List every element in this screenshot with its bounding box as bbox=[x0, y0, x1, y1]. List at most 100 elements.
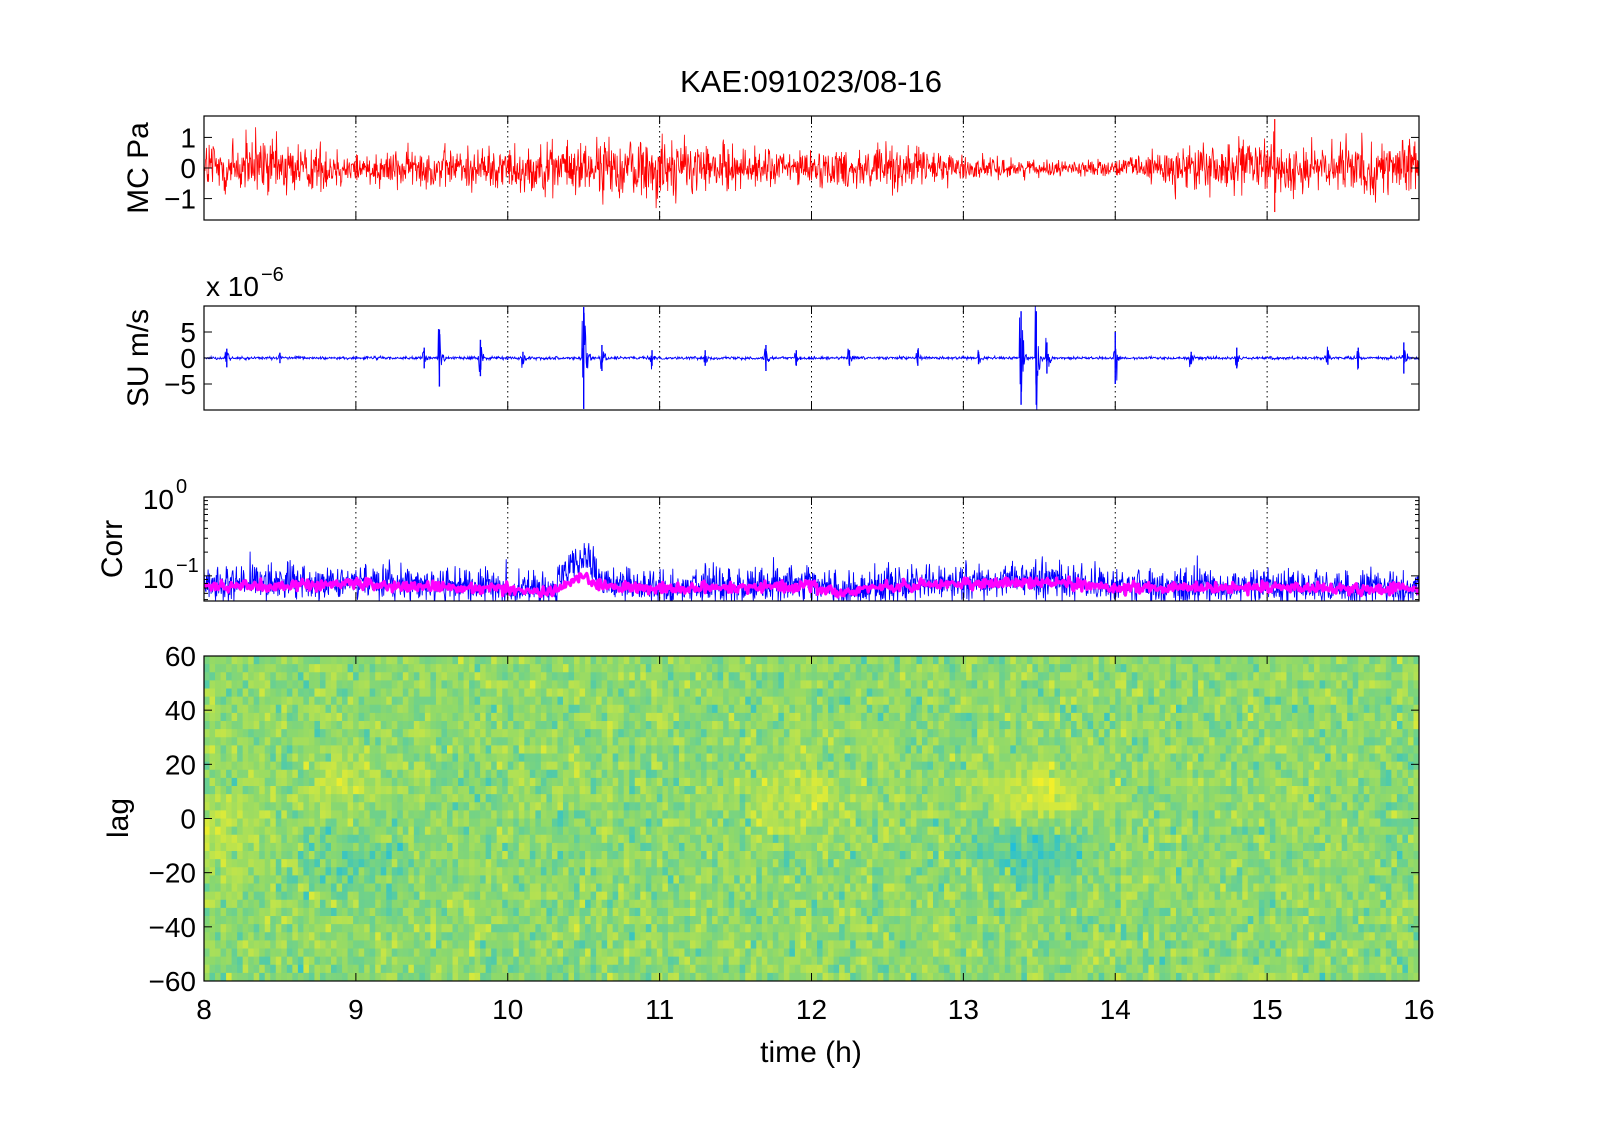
heatmap-cell bbox=[811, 794, 818, 803]
heatmap-cell bbox=[226, 810, 233, 820]
heatmap-cell bbox=[828, 851, 835, 860]
heatmap-cell bbox=[551, 769, 559, 779]
heatmap-cell bbox=[270, 907, 277, 917]
heatmap-cell bbox=[253, 875, 260, 885]
heatmap-cell bbox=[585, 737, 592, 746]
heatmap-cell bbox=[336, 818, 343, 828]
heatmap-cell bbox=[568, 859, 575, 868]
heatmap-cell bbox=[397, 842, 404, 852]
heatmap-cell bbox=[331, 826, 338, 836]
heatmap-cell bbox=[706, 664, 713, 673]
heatmap-cell bbox=[275, 834, 282, 844]
heatmap-cell bbox=[640, 940, 647, 950]
heatmap-cell bbox=[380, 696, 387, 706]
heatmap-cell bbox=[562, 794, 570, 803]
heatmap-cell bbox=[435, 834, 443, 844]
heatmap-cell bbox=[375, 704, 382, 714]
heatmap-cell bbox=[540, 721, 548, 730]
heatmap-cell bbox=[491, 769, 498, 779]
heatmap-cell bbox=[811, 826, 818, 836]
heatmap-cell bbox=[783, 769, 791, 779]
heatmap-cell bbox=[805, 948, 813, 958]
heatmap-cell bbox=[811, 948, 818, 958]
heatmap-cell bbox=[706, 916, 713, 925]
heatmap-cell bbox=[690, 834, 697, 844]
heatmap-cell bbox=[491, 956, 498, 966]
heatmap-cell bbox=[817, 883, 824, 893]
heatmap-cell bbox=[662, 656, 669, 665]
heatmap-cell bbox=[585, 826, 592, 836]
heatmap-cell bbox=[772, 932, 779, 941]
heatmap-cell bbox=[579, 891, 586, 901]
heatmap-cell bbox=[380, 777, 387, 787]
heatmap-cell bbox=[623, 656, 630, 665]
heatmap-cell bbox=[253, 769, 260, 779]
heatmap-cell bbox=[314, 786, 321, 795]
heatmap-cell bbox=[502, 688, 509, 698]
heatmap-cell bbox=[568, 777, 575, 787]
heatmap-cell bbox=[828, 712, 835, 722]
heatmap-cell bbox=[419, 948, 426, 958]
heatmap-cell bbox=[850, 932, 857, 941]
heatmap-cell bbox=[596, 899, 603, 909]
heatmap-cell bbox=[281, 899, 288, 909]
heatmap-cell bbox=[634, 940, 641, 950]
heatmap-cell bbox=[419, 810, 426, 820]
heatmap-cell bbox=[353, 721, 360, 730]
heatmap-cell bbox=[590, 761, 597, 771]
heatmap-cell bbox=[375, 932, 382, 941]
heatmap-cell bbox=[535, 777, 542, 787]
heatmap-cell bbox=[828, 672, 835, 681]
heatmap-cell bbox=[850, 737, 857, 746]
heatmap-cell bbox=[783, 786, 791, 795]
heatmap-cell bbox=[469, 761, 476, 771]
heatmap-cell bbox=[513, 875, 520, 885]
heatmap-cell bbox=[253, 794, 260, 803]
heatmap-cell bbox=[772, 867, 779, 876]
heatmap-cell bbox=[629, 842, 636, 852]
heatmap-cell bbox=[402, 859, 409, 868]
heatmap-cell bbox=[557, 753, 564, 763]
heatmap-cell bbox=[690, 769, 697, 779]
heatmap-cell bbox=[800, 704, 807, 714]
heatmap-cell bbox=[579, 680, 586, 690]
heatmap-cell bbox=[419, 818, 426, 828]
heatmap-cell bbox=[259, 704, 266, 714]
heatmap-cell bbox=[380, 656, 387, 665]
heatmap-cell bbox=[678, 907, 686, 917]
heatmap-cell bbox=[723, 859, 730, 868]
heatmap-cell bbox=[419, 956, 426, 966]
heatmap-cell bbox=[844, 924, 851, 933]
heatmap-cell bbox=[739, 810, 746, 820]
heatmap-cell bbox=[507, 786, 514, 795]
heatmap-cell bbox=[441, 940, 448, 950]
heatmap-cell bbox=[336, 916, 343, 925]
heatmap-cell bbox=[507, 972, 514, 981]
heatmap-cell bbox=[215, 753, 222, 763]
heatmap-cell bbox=[413, 940, 420, 950]
heatmap-cell bbox=[745, 745, 752, 755]
heatmap-cell bbox=[220, 704, 227, 714]
heatmap-cell bbox=[662, 810, 669, 820]
heatmap-cell bbox=[833, 834, 840, 844]
heatmap-cell bbox=[562, 956, 570, 966]
heatmap-cell bbox=[579, 818, 586, 828]
heatmap-cell bbox=[215, 891, 222, 901]
heatmap-cell bbox=[419, 972, 426, 981]
heatmap-cell bbox=[253, 907, 260, 917]
heatmap-cell bbox=[259, 834, 266, 844]
heatmap-cell bbox=[264, 859, 271, 868]
heatmap-cell bbox=[347, 656, 354, 665]
heatmap-cell bbox=[651, 810, 658, 820]
heatmap-cell bbox=[574, 712, 581, 722]
heatmap-cell bbox=[805, 932, 813, 941]
heatmap-cell bbox=[237, 964, 244, 974]
heatmap-cell bbox=[706, 891, 713, 901]
heatmap-cell bbox=[828, 907, 835, 917]
heatmap-cell bbox=[204, 956, 211, 966]
heatmap-cell bbox=[667, 818, 675, 828]
heatmap-cell bbox=[220, 680, 227, 690]
heatmap-cell bbox=[491, 932, 498, 941]
heatmap-cell bbox=[601, 721, 608, 730]
heatmap-cell bbox=[728, 859, 735, 868]
